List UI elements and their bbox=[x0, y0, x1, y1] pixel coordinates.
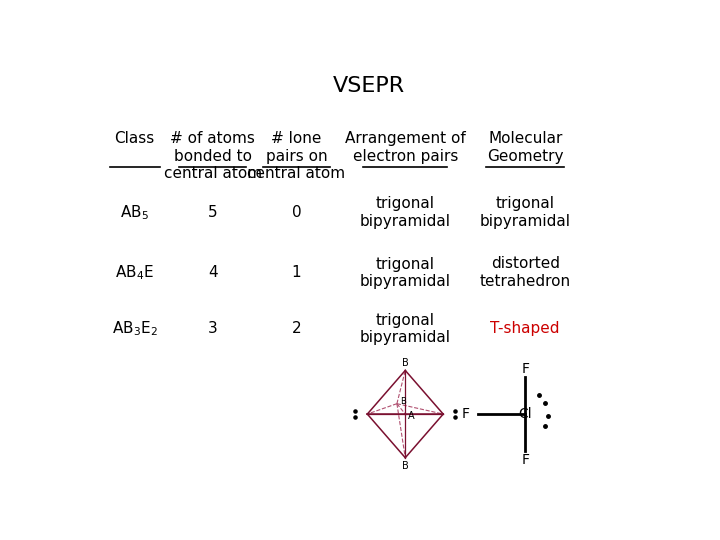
Text: 5: 5 bbox=[208, 205, 217, 220]
Text: Arrangement of
electron pairs: Arrangement of electron pairs bbox=[345, 131, 466, 164]
Text: trigonal
bipyramidal: trigonal bipyramidal bbox=[360, 256, 451, 289]
Text: # of atoms
bonded to
central atom: # of atoms bonded to central atom bbox=[163, 131, 262, 181]
Text: A: A bbox=[408, 411, 414, 421]
Text: T-shaped: T-shaped bbox=[490, 321, 560, 336]
Text: Cl: Cl bbox=[518, 407, 532, 421]
Text: B: B bbox=[400, 397, 405, 406]
Text: B: B bbox=[402, 461, 409, 471]
Text: 2: 2 bbox=[292, 321, 301, 336]
Text: 1: 1 bbox=[292, 265, 301, 280]
Text: 4: 4 bbox=[208, 265, 217, 280]
Text: 0: 0 bbox=[292, 205, 301, 220]
Text: B: B bbox=[402, 358, 409, 368]
Text: VSEPR: VSEPR bbox=[333, 76, 405, 96]
Text: AB$_4$E: AB$_4$E bbox=[115, 264, 154, 282]
Text: F: F bbox=[521, 453, 529, 467]
Text: distorted
tetrahedron: distorted tetrahedron bbox=[480, 256, 571, 289]
Text: trigonal
bipyramidal: trigonal bipyramidal bbox=[480, 196, 571, 228]
Text: Molecular
Geometry: Molecular Geometry bbox=[487, 131, 564, 164]
Text: F: F bbox=[462, 407, 469, 421]
Text: Class: Class bbox=[114, 131, 155, 146]
Text: AB$_3$E$_2$: AB$_3$E$_2$ bbox=[112, 320, 158, 338]
Text: trigonal
bipyramidal: trigonal bipyramidal bbox=[360, 196, 451, 228]
Text: AB$_5$: AB$_5$ bbox=[120, 203, 149, 222]
Text: 3: 3 bbox=[208, 321, 217, 336]
Text: # lone
pairs on
central atom: # lone pairs on central atom bbox=[248, 131, 346, 181]
Text: trigonal
bipyramidal: trigonal bipyramidal bbox=[360, 313, 451, 345]
Text: F: F bbox=[521, 362, 529, 376]
